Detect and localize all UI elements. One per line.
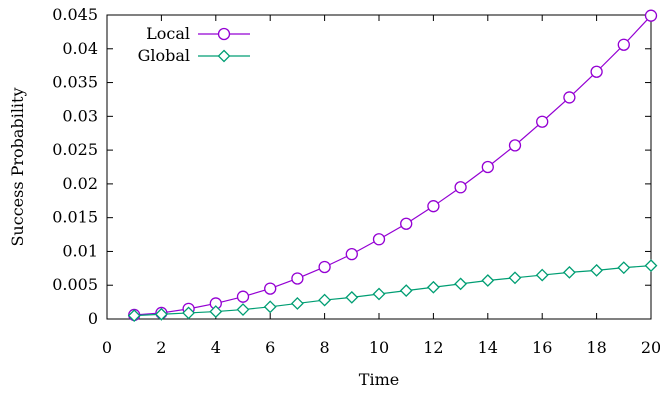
- data-point-global: [318, 293, 332, 307]
- data-point-local: [236, 290, 250, 303]
- series-local: [128, 9, 658, 322]
- data-point-local: [644, 9, 658, 22]
- data-point-global: [236, 303, 250, 316]
- data-point-global: [508, 271, 522, 285]
- y-tick-label: 0.035: [52, 73, 98, 92]
- data-point-local: [536, 115, 549, 128]
- x-axis-label: Time: [359, 370, 399, 389]
- data-point-global: [372, 287, 386, 301]
- data-point-local: [481, 160, 494, 174]
- data-point-local: [563, 91, 576, 104]
- x-tick-label: 4: [211, 338, 221, 357]
- data-point-global: [590, 263, 604, 277]
- data-point-local: [454, 181, 467, 194]
- x-tick-label: 2: [156, 338, 166, 357]
- data-point-global: [263, 300, 277, 314]
- data-point-global: [290, 297, 304, 310]
- data-point-local: [291, 272, 304, 285]
- x-tick-label: 18: [586, 338, 606, 357]
- axes: 0 2 4 6 8 10 12 14 16 18 20 0 0.005 0.01 0.015 0.02 0.02…: [52, 5, 660, 357]
- y-tick-label: 0.01: [62, 241, 98, 260]
- legend-marker-local: [217, 27, 231, 41]
- y-tick-label: 0.04: [62, 39, 98, 58]
- data-point-global: [454, 277, 468, 291]
- data-point-global: [562, 265, 576, 279]
- data-point-global: [644, 259, 658, 273]
- data-point-local: [318, 260, 331, 274]
- y-axis-label: Success Probability: [8, 87, 27, 246]
- data-point-global: [127, 309, 141, 323]
- series-global: [127, 259, 658, 323]
- x-tick-label: 8: [320, 338, 330, 357]
- data-point-global: [345, 290, 359, 304]
- x-tick-label: 12: [423, 338, 443, 357]
- x-tick-label: 14: [478, 338, 498, 357]
- y-tick-label: 0.02: [62, 174, 98, 193]
- data-point-local: [400, 217, 413, 230]
- y-tick-label: 0.03: [62, 106, 98, 125]
- series-group: [127, 9, 658, 323]
- legend-marker-global: [217, 49, 231, 63]
- x-tick-label: 16: [532, 338, 552, 357]
- data-point-global: [617, 261, 631, 275]
- data-point-global: [209, 305, 223, 318]
- legend-item-local: Local: [146, 24, 250, 43]
- data-point-local: [427, 200, 440, 213]
- legend: Local Global: [138, 24, 250, 65]
- data-point-local: [372, 233, 386, 246]
- y-tick-label: 0.005: [52, 275, 98, 294]
- y-tick-label: 0.025: [52, 140, 98, 159]
- data-point-local: [590, 65, 603, 78]
- x-tick-label: 10: [369, 338, 389, 357]
- x-tick-label: 0: [102, 338, 112, 357]
- data-point-global: [399, 284, 413, 298]
- data-point-global: [182, 306, 196, 320]
- legend-item-global: Global: [138, 46, 250, 65]
- data-point-global: [481, 274, 495, 287]
- legend-label-local: Local: [146, 24, 190, 43]
- legend-label-global: Global: [138, 46, 190, 65]
- data-point-global: [426, 280, 440, 294]
- y-tick-label: 0.015: [52, 208, 98, 227]
- data-point-local: [264, 282, 277, 295]
- data-point-global: [154, 307, 168, 321]
- y-tick-label: 0: [88, 309, 98, 328]
- data-point-local: [617, 38, 630, 51]
- data-point-local: [508, 139, 522, 152]
- x-tick-label: 6: [265, 338, 275, 357]
- x-tick-label: 20: [641, 338, 660, 357]
- data-point-local: [345, 247, 358, 261]
- y-tick-label: 0.045: [52, 5, 98, 24]
- data-point-global: [535, 268, 549, 282]
